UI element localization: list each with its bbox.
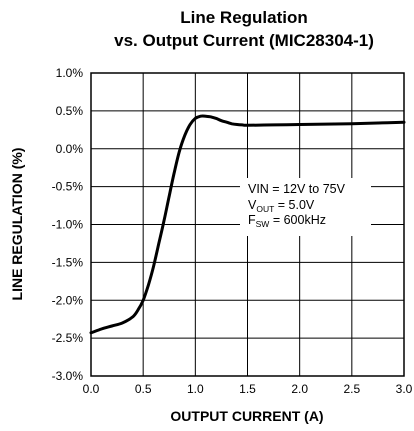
y-tick-label: -0.5% xyxy=(52,180,84,194)
annotation-line-vin: VIN = 12V to 75V xyxy=(248,182,346,196)
y-tick-labels: 1.0% 0.5% 0.0% -0.5% -1.0% -1.5% -2.0% -2.5% -3.… xyxy=(52,66,84,383)
fsw-value: = 600kHz xyxy=(269,213,326,227)
annotation-box xyxy=(240,178,371,236)
x-axis-title: OUTPUT CURRENT (A) xyxy=(170,408,323,424)
y-axis-title: LINE REGULATION (%) xyxy=(9,148,25,301)
y-tick-label: -2.0% xyxy=(52,293,84,307)
vout-subscript: OUT xyxy=(256,204,274,214)
fsw-subscript: SW xyxy=(256,219,270,229)
y-tick-label: 0.0% xyxy=(56,142,84,156)
x-tick-label: 3.0 xyxy=(396,382,413,396)
y-tick-label: -3.0% xyxy=(52,369,84,383)
annotation-line-vout: VOUT = 5.0V xyxy=(248,198,315,214)
x-tick-label: 2.5 xyxy=(343,382,360,396)
series-line xyxy=(89,114,406,335)
x-tick-label: 1.0 xyxy=(187,382,204,396)
fsw-main: F xyxy=(248,213,256,227)
x-tick-labels: 0.0 0.5 1.0 1.5 2.0 2.5 3.0 xyxy=(83,382,413,396)
vout-main: V xyxy=(248,198,257,212)
chart-subtitle: vs. Output Current (MIC28304-1) xyxy=(114,31,374,50)
y-tick-label: -1.5% xyxy=(52,255,84,269)
x-tick-label: 1.5 xyxy=(239,382,256,396)
plot-frame xyxy=(90,72,405,377)
y-tick-label: 1.0% xyxy=(56,66,84,80)
y-tick-label: 0.5% xyxy=(56,104,84,118)
x-tick-label: 0.5 xyxy=(135,382,152,396)
y-tick-label: -1.0% xyxy=(52,218,84,232)
vout-value: = 5.0V xyxy=(274,198,315,212)
annotation-line-fsw: FSW = 600kHz xyxy=(248,213,326,229)
y-tick-label: -2.5% xyxy=(52,331,84,345)
x-tick-label: 2.0 xyxy=(291,382,308,396)
x-tick-label: 0.0 xyxy=(83,382,100,396)
chart-title: Line Regulation xyxy=(180,8,308,27)
